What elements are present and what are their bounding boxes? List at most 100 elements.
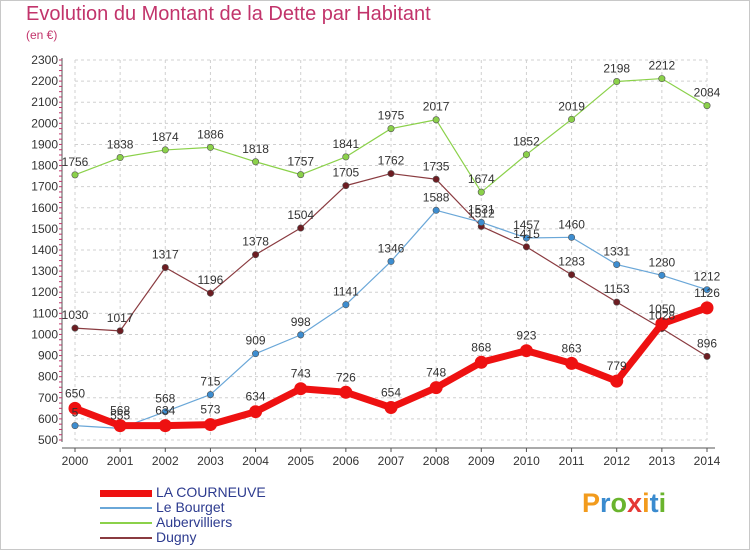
data-label-aubervilliers: 2084 <box>694 86 721 100</box>
y-tick-label: 2300 <box>31 53 58 67</box>
data-point-dugny <box>71 324 79 332</box>
data-label-le-bourget: 1346 <box>378 241 405 255</box>
data-point-le-bourget <box>252 350 260 358</box>
data-label-aubervilliers: 1874 <box>152 130 179 144</box>
y-tick-label: 900 <box>38 349 58 363</box>
data-label-le-bourget: 1212 <box>694 270 721 284</box>
data-point-la-courneuve <box>429 381 443 395</box>
data-label-dugny: 1512 <box>468 206 495 220</box>
data-label-dugny: 1028 <box>649 309 676 323</box>
data-point-la-courneuve <box>249 405 263 419</box>
y-tick-label: 1200 <box>31 285 58 299</box>
series-aubervilliers <box>71 75 711 196</box>
data-point-aubervilliers <box>432 116 440 124</box>
data-point-dugny <box>613 298 621 306</box>
data-point-la-courneuve <box>294 382 308 396</box>
data-point-la-courneuve <box>158 419 172 433</box>
data-point-le-bourget <box>161 408 169 416</box>
data-point-aubervilliers <box>387 125 395 133</box>
x-tick-label: 2014 <box>694 454 721 468</box>
data-label-le-bourget: 5 <box>72 406 79 420</box>
x-tick-label: 2007 <box>378 454 405 468</box>
data-label-le-bourget: 909 <box>246 334 266 348</box>
series <box>68 75 714 433</box>
data-point-la-courneuve <box>474 355 488 369</box>
data-point-dugny <box>206 289 214 297</box>
data-point-dugny <box>116 327 124 335</box>
data-label-aubervilliers: 1838 <box>107 138 134 152</box>
data-label-dugny: 896 <box>697 336 717 350</box>
data-label-le-bourget: 998 <box>291 315 311 329</box>
data-label-le-bourget: 1331 <box>603 245 630 259</box>
logo-letter: x <box>627 488 643 518</box>
data-point-le-bourget <box>613 261 621 269</box>
data-label-le-bourget: 1280 <box>649 255 676 269</box>
y-tick-label: 1400 <box>31 243 58 257</box>
data-point-la-courneuve <box>565 356 579 370</box>
data-label-dugny: 1153 <box>604 282 630 296</box>
data-point-la-courneuve <box>339 385 353 399</box>
legend-swatch <box>100 522 152 524</box>
data-point-le-bourget <box>71 422 79 430</box>
data-labels: 1756 1838 1874 1886 1818 1757 1841 1975 2017 1674… <box>62 59 721 423</box>
legend-label: Dugny <box>156 529 197 545</box>
series-la-courneuve <box>68 301 714 433</box>
legend-swatch <box>100 507 152 509</box>
data-point-aubervilliers <box>71 171 79 179</box>
data-label-dugny: 1378 <box>242 235 269 249</box>
y-tick-label: 2200 <box>31 74 58 88</box>
data-label-dugny: 1762 <box>378 154 405 168</box>
x-tick-label: 2009 <box>468 454 495 468</box>
data-point-dugny <box>703 352 711 360</box>
data-point-la-courneuve <box>519 344 533 358</box>
data-point-le-bourget <box>522 234 530 242</box>
x-tick-label: 2010 <box>513 454 540 468</box>
data-point-dugny <box>432 175 440 183</box>
data-label-la-courneuve: 1050 <box>649 302 676 316</box>
data-point-aubervilliers <box>613 78 621 86</box>
data-point-aubervilliers <box>342 153 350 161</box>
data-label-le-bourget: 1588 <box>423 190 450 204</box>
data-point-la-courneuve <box>655 317 669 331</box>
data-point-la-courneuve <box>700 301 714 315</box>
data-label-la-courneuve: 654 <box>381 385 401 399</box>
data-label-la-courneuve: 650 <box>65 386 85 400</box>
data-label-la-courneuve: 573 <box>200 403 220 417</box>
data-label-la-courneuve: 748 <box>426 366 446 380</box>
x-tick-label: 2003 <box>197 454 224 468</box>
data-label-aubervilliers: 1757 <box>287 155 314 169</box>
data-label-la-courneuve: 779 <box>607 359 627 373</box>
x-tick-label: 2000 <box>62 454 89 468</box>
x-tick-label: 2008 <box>423 454 450 468</box>
data-label-aubervilliers: 1975 <box>378 109 405 123</box>
data-label-le-bourget: 568 <box>155 392 175 406</box>
data-point-dugny <box>342 182 350 190</box>
data-label-la-courneuve: 1126 <box>694 286 720 300</box>
data-label-dugny: 1283 <box>558 255 585 269</box>
y-tick-label: 1900 <box>31 137 58 151</box>
data-point-le-bourget <box>432 206 440 214</box>
data-label-la-courneuve: 923 <box>516 329 536 343</box>
legend-item-le-bourget: Le Bourget <box>100 499 360 515</box>
data-point-la-courneuve <box>384 400 398 414</box>
x-tick-label: 2012 <box>603 454 630 468</box>
data-label-le-bourget: 555 <box>110 408 130 422</box>
data-point-le-bourget <box>342 301 350 309</box>
data-label-aubervilliers: 1674 <box>468 172 495 186</box>
logo-letter: r <box>600 488 611 518</box>
data-point-le-bourget <box>703 286 711 294</box>
y-tick-label: 2100 <box>31 95 58 109</box>
data-label-dugny: 1030 <box>62 308 89 322</box>
y-tick-label: 700 <box>38 391 58 405</box>
data-label-la-courneuve: 568 <box>110 404 130 418</box>
x-tick-label: 2011 <box>559 454 585 468</box>
y-tick-label: 1000 <box>31 327 58 341</box>
data-label-dugny: 1415 <box>513 227 540 241</box>
data-point-aubervilliers <box>658 75 666 83</box>
data-point-le-bourget <box>568 233 576 241</box>
series-dugny <box>71 170 711 360</box>
data-point-aubervilliers <box>297 171 305 179</box>
data-label-dugny: 1705 <box>333 166 360 180</box>
legend-swatch <box>100 537 152 539</box>
data-point-dugny <box>297 224 305 232</box>
